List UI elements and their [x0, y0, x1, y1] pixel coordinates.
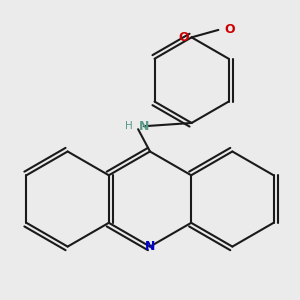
- Text: N: N: [139, 120, 149, 133]
- Text: H: H: [125, 121, 133, 131]
- Text: N: N: [145, 240, 155, 253]
- Text: O: O: [224, 23, 235, 36]
- Text: O: O: [179, 31, 190, 44]
